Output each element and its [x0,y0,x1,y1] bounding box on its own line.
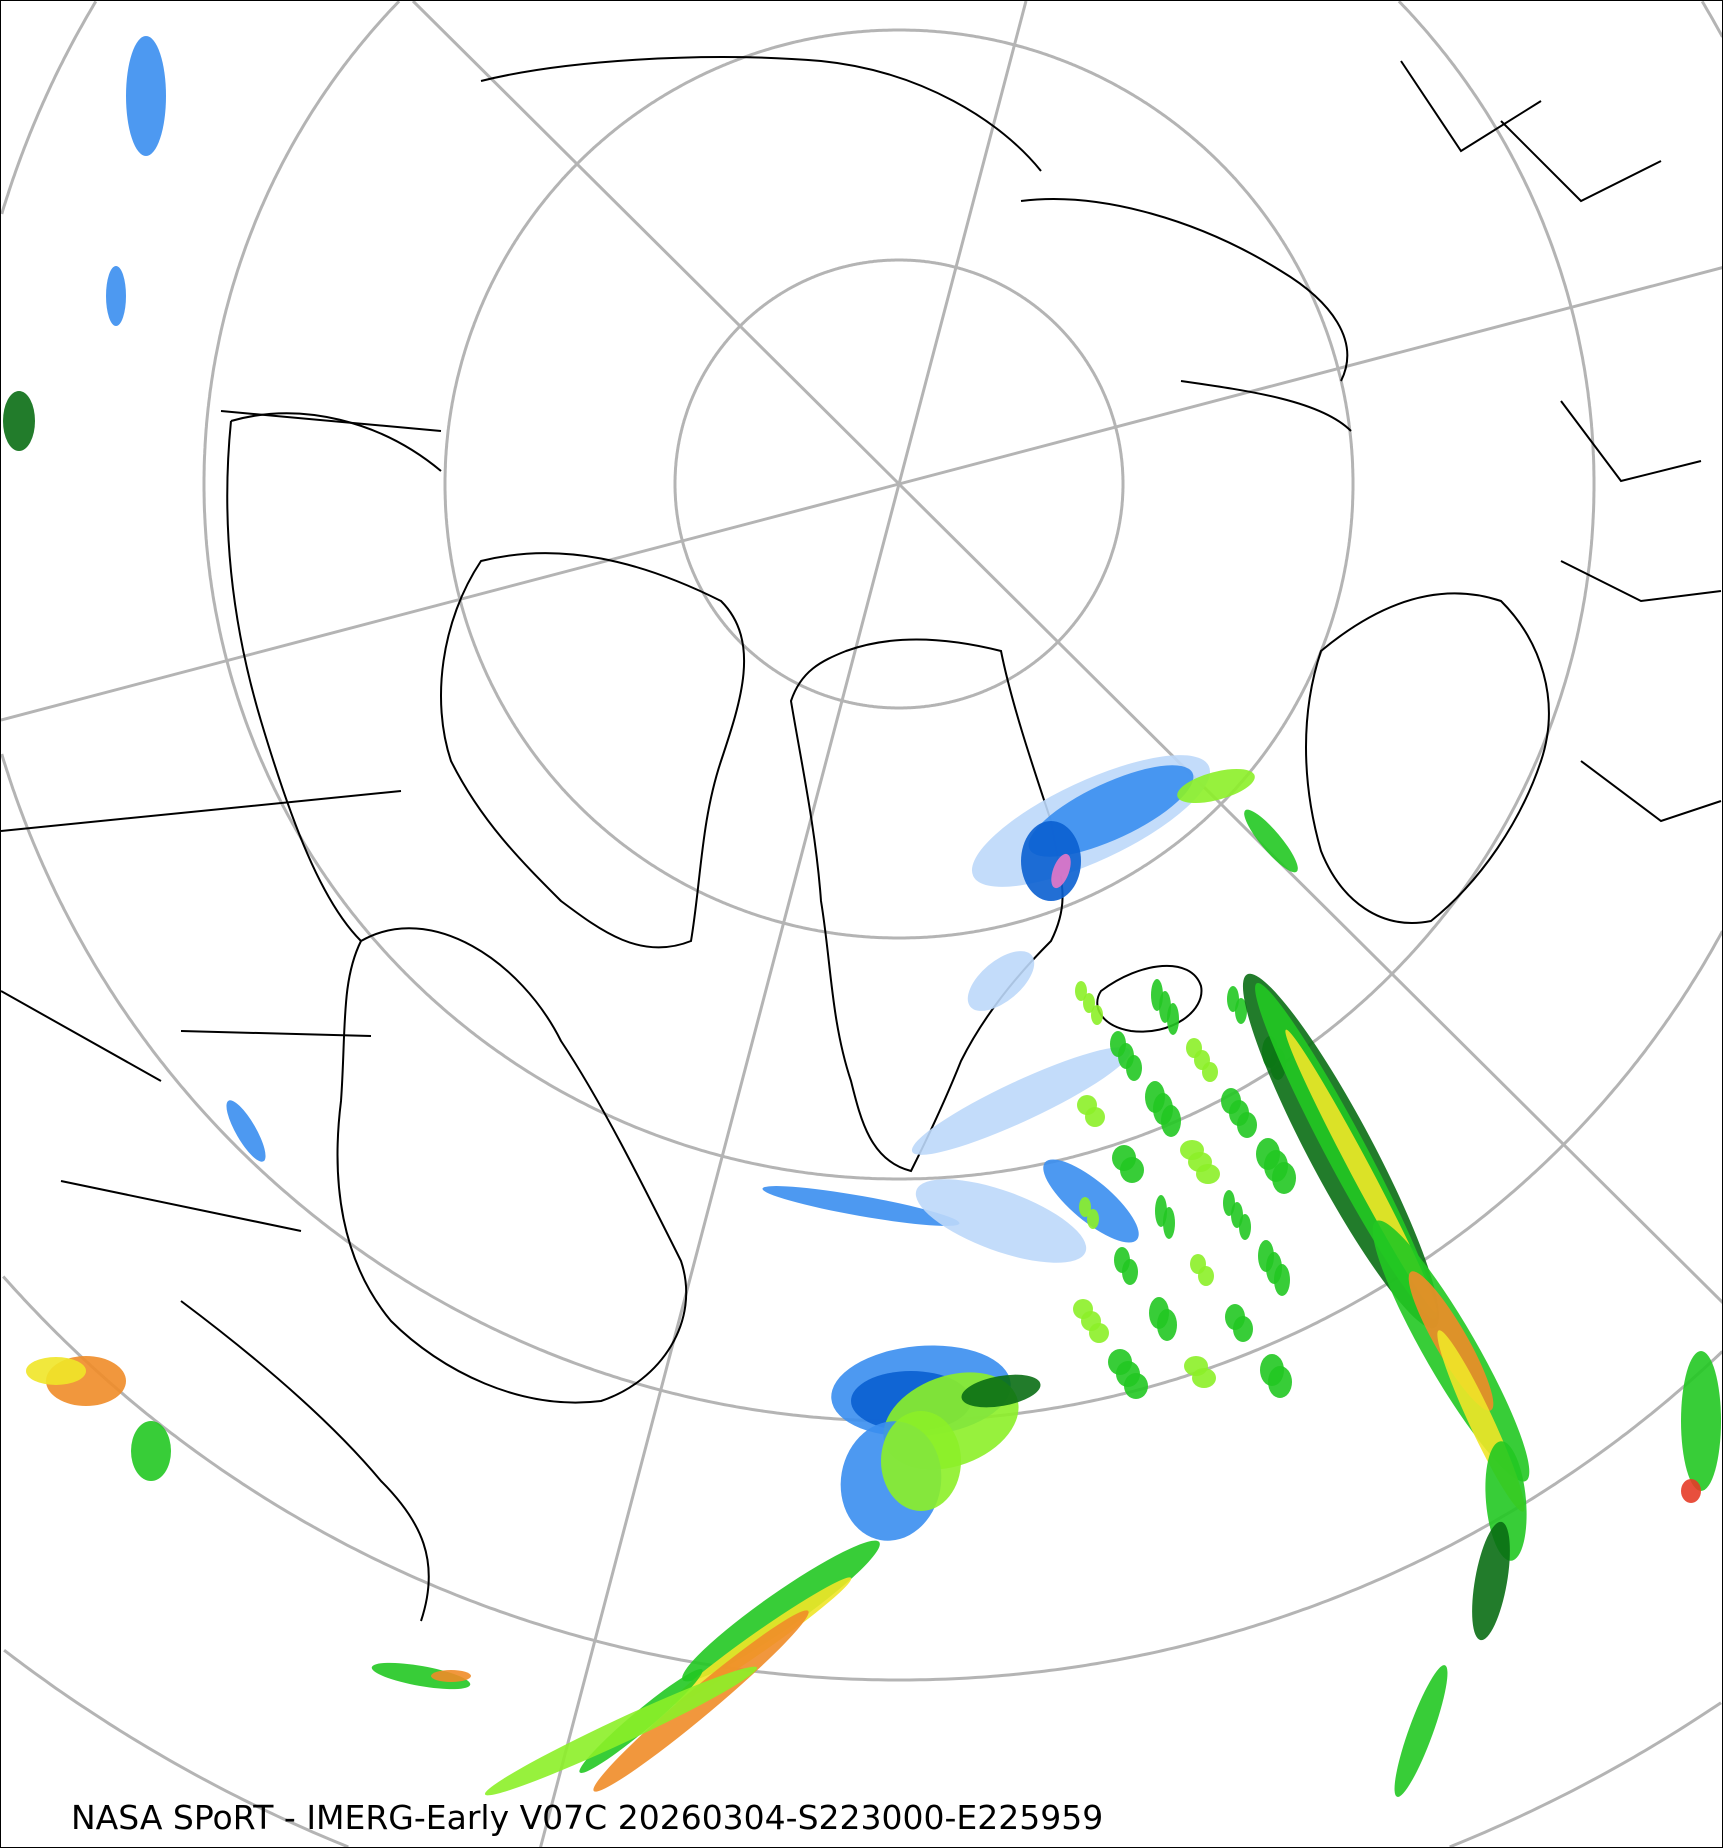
precip-cell [1051,853,1071,889]
precip-cell [1085,1107,1105,1127]
precip-cell [226,1100,266,1162]
latitude-circle [443,28,1355,940]
precip-cell [1089,1323,1109,1343]
latitude-circle [1,1,1722,1423]
precip-cell [1177,768,1255,804]
precip-cell [3,391,35,451]
europe-borders [1400,60,1722,823]
precip-cell [1043,1159,1139,1243]
precip-cell [1075,981,1087,1001]
precip-cell [1233,1316,1253,1342]
precip-cell [1272,1162,1296,1194]
greenland-outline [789,638,1064,1173]
meridian-line [411,1,1722,1305]
precip-cell [1681,1351,1721,1491]
north-america-coast [180,412,442,1622]
north-america-borders [1,410,442,1232]
latitude-circle [673,258,1125,710]
precip-cell [1239,1214,1251,1240]
precip-cell [682,1540,880,1682]
precip-cell [1244,809,1298,873]
precip-cell [1126,1055,1142,1081]
precip-cell [26,1357,86,1385]
hudson-bay-region [336,927,688,1404]
precip-cell [1083,993,1095,1013]
precip-cell [881,1411,961,1511]
precip-cell [131,1421,171,1481]
precip-cell [1163,1207,1175,1239]
precip-cell [1681,1479,1701,1503]
precip-cell [1408,1271,1494,1411]
coastlines [1,56,1722,1622]
precip-cell [1235,998,1247,1024]
precip-cell [1021,821,1081,901]
canadian-archipelago [440,552,746,949]
latitude-circle [2,1275,1722,1682]
precip-cell [1192,1368,1216,1388]
precip-cell [1124,1373,1148,1399]
precip-cell [1167,1003,1179,1035]
latitude-circle [202,1,1596,1181]
scandinavia-coast [1305,592,1550,924]
latitude-circle [3,1649,1722,1847]
iceland-outline [1096,965,1203,1033]
precip-cell [1122,1259,1138,1285]
precip-cell [762,1186,960,1226]
precip-cell [371,1662,471,1690]
meridian-line [539,1,1028,1847]
precip-cell [911,1047,1131,1155]
precip-cell [915,1179,1087,1263]
precip-cell [1161,1105,1181,1137]
meridian-line [1,266,1722,722]
precipitation-field [3,36,1721,1797]
precip-cell [1087,1209,1099,1229]
precip-cell [106,266,126,326]
precip-cell [1274,1264,1290,1296]
precip-cell [1120,1157,1144,1183]
precip-cell [1472,1521,1510,1641]
precip-cell [1196,1164,1220,1184]
precip-cell [1394,1665,1448,1797]
map-caption: NASA SPoRT - IMERG-Early V07C 20260304-S… [71,1798,1104,1837]
precip-cell [1198,1266,1214,1286]
precip-cell [126,36,166,156]
precip-cell [1157,1309,1177,1341]
precip-cell [1202,1062,1218,1082]
precip-cell [1079,1197,1091,1217]
precip-cell [961,1374,1041,1408]
precip-cell [484,1666,758,1796]
precip-cell [1268,1366,1292,1398]
precip-cell [1091,1005,1103,1025]
precip-cell [1237,1112,1257,1138]
eurasia-arctic-coast [480,56,1352,432]
precip-cell [967,951,1035,1011]
precip-cell [431,1670,471,1682]
